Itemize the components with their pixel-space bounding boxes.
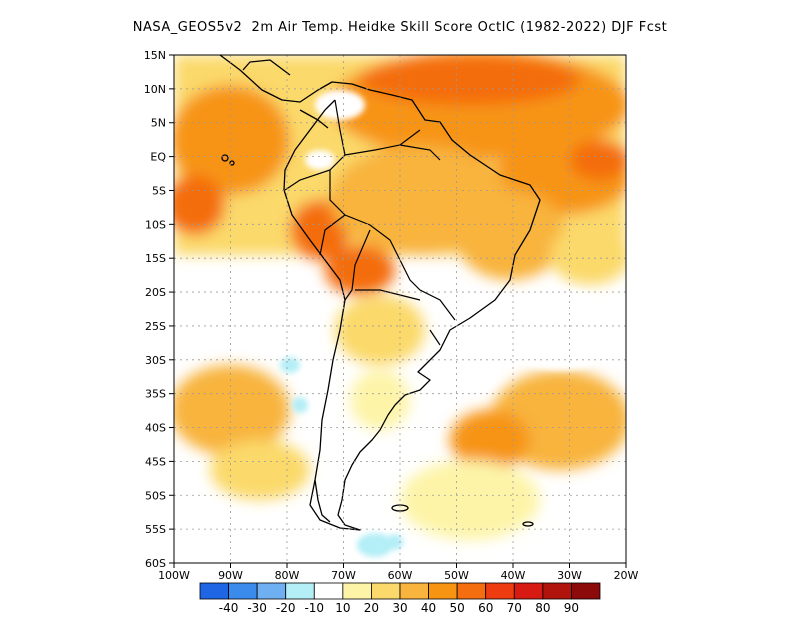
colorbar-swatch xyxy=(199,582,229,600)
lat-tick-label: 15S xyxy=(145,252,166,265)
colorbar: -40 -30 -20 -10 10 20 30 40 50 60 70 80 90 xyxy=(199,582,601,615)
lon-tick-label: 90W xyxy=(218,569,243,582)
lat-tick-label: 30S xyxy=(145,354,166,367)
lat-tick-label: 25S xyxy=(145,320,166,333)
colorbar-label: 20 xyxy=(364,601,379,615)
colorbar-label: -10 xyxy=(304,601,324,615)
latitude-axis: 15N 10N 5N EQ 5S 10S 15S 20S 25S 30S 35S 40S 45S 50S 5… xyxy=(144,49,174,570)
lat-tick-label: 55S xyxy=(145,523,166,536)
lon-tick-label: 100W xyxy=(158,569,190,582)
colorbar-label: -20 xyxy=(276,601,296,615)
lon-tick-label: 40W xyxy=(501,569,526,582)
colorbar-label: 30 xyxy=(392,601,407,615)
colorbar-label: 90 xyxy=(564,601,579,615)
grid-lines xyxy=(174,55,626,563)
colorbar-swatch xyxy=(513,582,544,600)
lon-tick-label: 80W xyxy=(275,569,300,582)
lat-tick-label: 40S xyxy=(145,422,166,435)
lat-tick-label: 10S xyxy=(145,218,166,231)
lat-tick-label: 5S xyxy=(152,184,166,197)
colorbar-swatch xyxy=(542,582,572,600)
colorbar-swatch xyxy=(571,582,601,600)
colorbar-label: -30 xyxy=(247,601,267,615)
skill-shading xyxy=(174,55,626,563)
longitude-axis: 100W 90W 80W 70W 60W 50W 40W 30W 20W xyxy=(158,563,639,582)
colorbar-label: 70 xyxy=(507,601,522,615)
colorbar-label: 60 xyxy=(478,601,493,615)
colorbar-swatch xyxy=(285,582,315,600)
lon-tick-label: 20W xyxy=(614,569,639,582)
lat-tick-label: EQ xyxy=(150,151,166,164)
lon-tick-label: 60W xyxy=(388,569,413,582)
colorbar-label: -40 xyxy=(219,601,239,615)
colorbar-label: 10 xyxy=(335,601,350,615)
lat-tick-label: 35S xyxy=(145,388,166,401)
colorbar-swatch xyxy=(256,582,287,600)
lat-tick-label: 45S xyxy=(145,455,166,468)
colorbar-label: 80 xyxy=(535,601,550,615)
colorbar-swatch xyxy=(456,582,487,600)
lat-tick-label: 20S xyxy=(145,286,166,299)
lat-tick-label: 5N xyxy=(151,117,166,130)
map-title: NASA_GEOS5v2 2m Air Temp. Heidke Skill S… xyxy=(132,20,668,35)
colorbar-label: 40 xyxy=(421,601,436,615)
colorbar-swatch xyxy=(371,582,401,600)
colorbar-swatch xyxy=(342,582,372,600)
lat-tick-label: 60S xyxy=(145,557,166,570)
colorbar-swatch xyxy=(399,582,429,600)
lat-tick-label: 50S xyxy=(145,489,166,502)
colorbar-swatch xyxy=(428,582,458,600)
lon-tick-label: 70W xyxy=(331,569,356,582)
colorbar-swatch xyxy=(313,582,344,600)
lat-tick-label: 10N xyxy=(144,83,166,96)
colorbar-swatch xyxy=(485,582,515,600)
lat-tick-label: 15N xyxy=(144,49,166,62)
lon-tick-label: 50W xyxy=(444,569,469,582)
colorbar-label: 50 xyxy=(450,601,465,615)
country-borders xyxy=(284,99,456,346)
lon-tick-label: 30W xyxy=(557,569,582,582)
colorbar-swatch xyxy=(228,582,258,600)
